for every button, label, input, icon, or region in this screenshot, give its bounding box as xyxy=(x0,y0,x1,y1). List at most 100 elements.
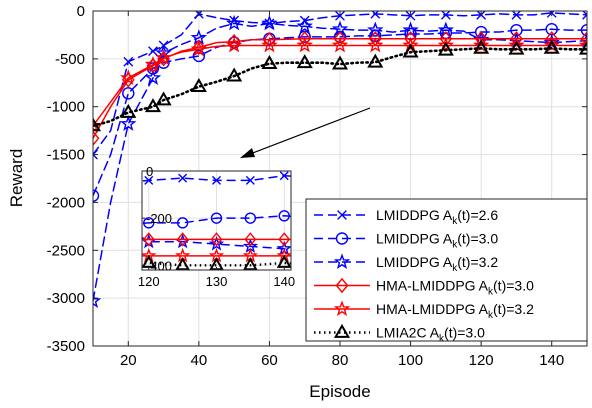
legend-swatch-marker xyxy=(333,300,351,316)
data-point xyxy=(93,117,102,132)
data-point xyxy=(144,69,162,85)
data-point xyxy=(437,36,455,53)
x-tick-label: 100 xyxy=(398,352,423,369)
series-line xyxy=(93,28,587,197)
legend-swatch-marker xyxy=(333,253,351,269)
legend-label: LMIA2C Ak(t)=3.0 xyxy=(376,325,485,345)
inset-data-point xyxy=(244,212,257,224)
inset-data-point xyxy=(210,212,223,224)
data-point xyxy=(578,40,587,55)
inset-data-point xyxy=(143,217,155,229)
legend-entry: LMIDDPG Ak(t)=3.2 xyxy=(314,253,498,274)
data-point xyxy=(120,69,137,85)
data-point xyxy=(148,46,158,57)
data-point xyxy=(155,44,172,61)
data-point xyxy=(146,57,160,74)
data-point xyxy=(226,67,243,82)
inset-data-point xyxy=(142,232,155,247)
x-tick-label: 40 xyxy=(191,352,208,369)
inset-data-point xyxy=(212,175,221,185)
y-tick-label: -1500 xyxy=(47,147,85,164)
data-point xyxy=(225,36,243,53)
data-point xyxy=(511,11,522,20)
y-tick-label: -3500 xyxy=(47,338,85,355)
data-point xyxy=(580,23,587,37)
inset-data-point xyxy=(176,217,189,229)
data-point xyxy=(331,55,349,70)
y-tick-label: -3000 xyxy=(47,290,85,307)
y-tick-label: -1000 xyxy=(47,99,85,116)
inset-data-point xyxy=(243,257,258,270)
data-point xyxy=(402,36,419,53)
data-point xyxy=(120,103,137,118)
data-point xyxy=(582,11,587,20)
data-point xyxy=(296,17,313,34)
inset-series-hma-lmiddpg-a-k-t-3-0 xyxy=(142,232,291,247)
main-series xyxy=(93,11,587,308)
data-point xyxy=(261,55,278,70)
series-line xyxy=(93,22,587,302)
legend-label: LMIDDPG Ak(t)=3.0 xyxy=(376,231,498,251)
inset-data-point xyxy=(175,257,190,270)
legend-entry: HMA-LMIDDPG Ak(t)=3.0 xyxy=(314,278,534,298)
data-point xyxy=(508,40,525,55)
inset-data-point xyxy=(245,175,255,185)
data-point xyxy=(155,49,172,65)
legend-label: HMA-LMIDDPG Ak(t)=3.2 xyxy=(376,301,534,321)
data-point xyxy=(402,43,419,58)
data-point xyxy=(225,14,243,31)
legend-box xyxy=(305,198,588,342)
inset-x-tick-label: 130 xyxy=(206,274,228,289)
x-tick-label: 120 xyxy=(469,352,494,369)
legend-entry: HMA-LMIDDPG Ak(t)=3.2 xyxy=(314,300,534,321)
inset-data-point xyxy=(276,254,291,268)
inset-data-point xyxy=(142,254,157,268)
legend-label: LMIDDPG Ak(t)=2.6 xyxy=(376,207,498,227)
data-point xyxy=(93,130,100,146)
data-point xyxy=(123,56,134,67)
y-tick-label: 0 xyxy=(77,3,85,20)
inset-data-point xyxy=(178,173,188,183)
legend-items: LMIDDPG Ak(t)=2.6 LMIDDPG Ak(t)=3.0 LMIDDP… xyxy=(314,207,534,345)
legend: LMIDDPG Ak(t)=2.6 LMIDDPG Ak(t)=3.0 LMIDDP… xyxy=(305,198,588,345)
data-point xyxy=(437,41,454,56)
legend-label: HMA-LMIDDPG Ak(t)=3.0 xyxy=(376,278,534,298)
inset-series-line xyxy=(142,215,291,225)
inset-x-tick-label: 140 xyxy=(273,274,295,289)
legend-label: LMIDDPG Ak(t)=3.2 xyxy=(376,254,498,274)
y-tick-label: -2000 xyxy=(47,194,85,211)
inset-data-point xyxy=(144,175,154,185)
data-point xyxy=(144,98,162,113)
inset-data-point xyxy=(244,232,257,247)
inset-y-tick-label: -400 xyxy=(146,258,172,273)
legend-swatch-marker xyxy=(335,232,349,245)
legend-entry: LMIA2C Ak(t)=3.0 xyxy=(314,323,485,345)
y-tick-label: -500 xyxy=(55,51,85,68)
data-point xyxy=(331,36,349,53)
series-lmia2c-a-k-t-3-0 xyxy=(93,39,587,132)
data-point xyxy=(578,36,587,53)
data-point xyxy=(155,91,172,106)
series-line xyxy=(93,47,587,128)
inset-series-lmiddpg-a-k-t-2-6 xyxy=(142,171,291,185)
data-point xyxy=(367,36,384,53)
data-point xyxy=(263,32,276,48)
inset-series-line xyxy=(142,174,291,182)
data-point xyxy=(93,292,102,308)
legend-swatch-marker xyxy=(335,277,349,294)
inset-data-point xyxy=(279,171,289,181)
data-point xyxy=(296,36,313,53)
data-point xyxy=(192,49,206,63)
data-point xyxy=(370,11,381,19)
data-point xyxy=(93,189,100,202)
inset-data-point xyxy=(208,236,225,251)
data-point xyxy=(261,14,278,31)
data-point xyxy=(144,55,162,72)
inset-ticks: 120 130 140 0 -200 -400 xyxy=(138,164,295,289)
legend-swatch-marker xyxy=(337,210,347,220)
y-axis-label: Reward xyxy=(7,149,26,208)
data-point xyxy=(93,149,98,160)
inset-data-point xyxy=(278,232,291,247)
data-point xyxy=(473,39,490,54)
